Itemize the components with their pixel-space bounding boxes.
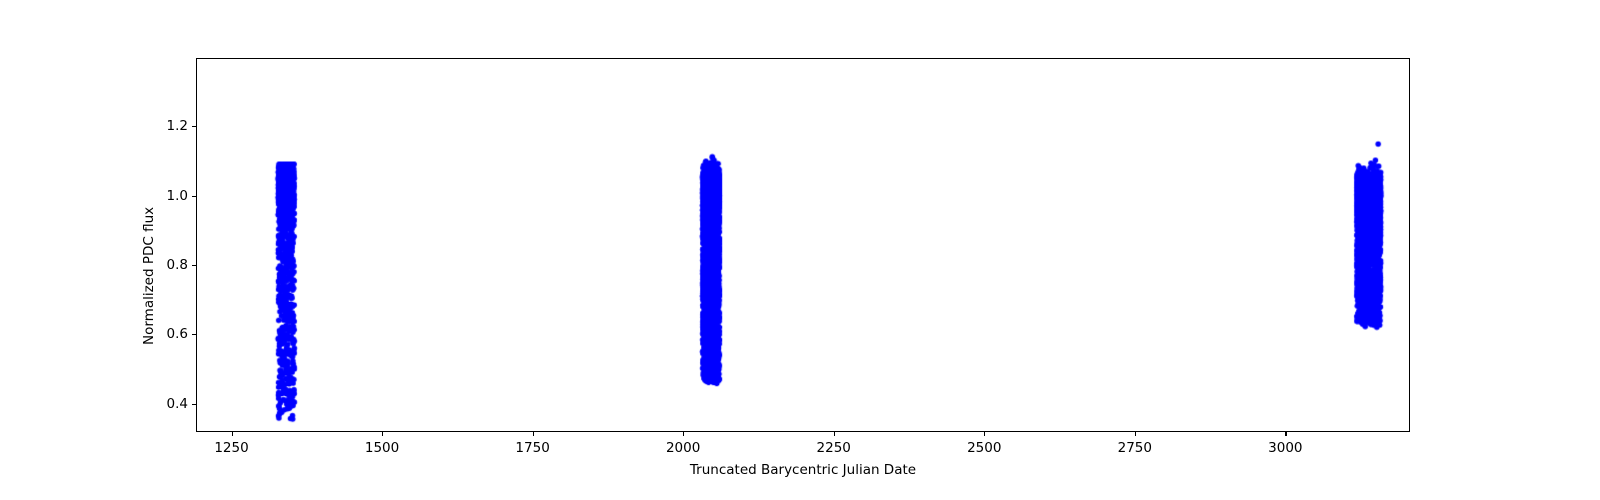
y-tick-label: 0.4 [166, 395, 188, 412]
y-tick-label: 1.2 [166, 118, 188, 135]
x-axis-label: Truncated Barycentric Julian Date [689, 462, 917, 478]
scatter-plot-area [197, 59, 1409, 431]
x-tick-label: 3000 [1268, 440, 1303, 456]
x-tick-mark [1134, 432, 1136, 436]
y-tick-mark [192, 403, 196, 405]
x-tick-label: 2500 [967, 440, 1002, 456]
x-tick-mark [683, 432, 685, 436]
x-tick-label: 1500 [364, 440, 400, 456]
y-axis-label: Normalized PDC flux [141, 206, 157, 345]
x-tick-label: 2750 [1117, 440, 1152, 456]
x-tick-mark [984, 432, 986, 436]
y-tick-mark [192, 195, 196, 197]
y-tick-mark [192, 334, 196, 336]
x-tick-label: 2000 [665, 440, 701, 456]
plot-axes-frame [196, 58, 1410, 432]
x-tick-label: 1250 [214, 440, 249, 456]
x-tick-mark [532, 432, 534, 436]
y-tick-label: 0.6 [166, 326, 188, 343]
x-tick-mark [382, 432, 384, 436]
x-tick-mark [1285, 432, 1287, 436]
x-tick-mark [231, 432, 233, 436]
y-tick-label: 1.0 [166, 187, 188, 204]
y-tick-mark [192, 126, 196, 128]
x-tick-mark [833, 432, 835, 436]
x-tick-label: 1750 [515, 440, 550, 456]
y-tick-label: 0.8 [166, 256, 188, 273]
y-tick-mark [192, 264, 196, 267]
x-tick-label: 2250 [816, 440, 851, 456]
